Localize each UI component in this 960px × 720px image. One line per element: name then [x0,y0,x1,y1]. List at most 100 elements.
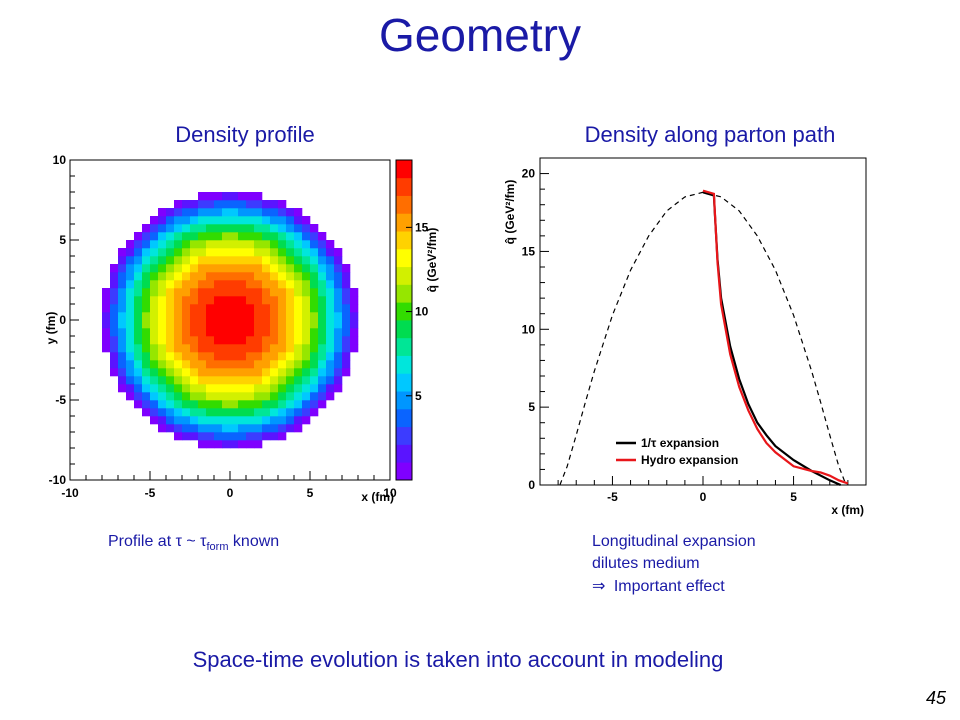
heatmap-cell [206,352,215,361]
heatmap-cell [278,400,287,409]
heatmap-cell [206,424,215,433]
heatmap-cell [286,328,295,337]
heatmap-cell [222,192,231,201]
heatmap-cell [230,272,239,281]
heatmap-cell [270,344,279,353]
heatmap-cell [286,272,295,281]
heatmap-cell [198,208,207,217]
heatmap-cell [110,368,119,377]
heatmap-cell [222,424,231,433]
heatmap-cell [310,224,319,233]
heatmap-cell [142,224,151,233]
heatmap-cell [198,200,207,209]
right-caption-line3-text: Important effect [609,578,725,595]
heatmap-cell [246,360,255,369]
heatmap-cell [126,368,135,377]
heatmap-y-tick-label: -5 [55,393,66,407]
heatmap-cell [174,280,183,289]
right-caption: Longitudinal expansion dilutes medium ⇒ … [592,531,756,598]
heatmap-cell [166,320,175,329]
heatmap-cell [166,400,175,409]
heatmap-cell [302,264,311,273]
heatmap-cell [174,232,183,241]
heatmap-cell [302,248,311,257]
page-number: 45 [925,688,946,708]
heatmap-cell [278,224,287,233]
heatmap-cell [294,248,303,257]
heatmap-cell [294,344,303,353]
heatmap-cell [206,360,215,369]
heatmap-cell [318,256,327,265]
heatmap-cell [246,224,255,233]
heatmap-cell [254,360,263,369]
heatmap-cell [134,392,143,401]
heatmap-cell [246,312,255,321]
heatmap-cell [262,352,271,361]
heatmap-cell [182,408,191,417]
colorbar-swatch [396,462,412,481]
heatmap-cell [326,368,335,377]
heatmap-cell [150,256,159,265]
heatmap-cell [174,288,183,297]
heatmap-cell [206,224,215,233]
heatmap-cell [238,272,247,281]
heatmap-cell [334,296,343,305]
heatmap-cell [126,376,135,385]
heatmap-cell [254,256,263,265]
density-line-chart: -5 0 5 0 5 10 15 20 1/τ expansion Hydro expansio… [503,157,867,517]
heatmap-cell [222,344,231,353]
heatmap-cell [318,344,327,353]
heatmap-cell [206,264,215,273]
heatmap-cell [278,264,287,273]
heatmap-cell [206,384,215,393]
heatmap-cell [222,312,231,321]
heatmap-cell [142,392,151,401]
heatmap-cell [342,328,351,337]
heatmap-cell [206,200,215,209]
heatmap-cell [310,376,319,385]
heatmap-cell [150,384,159,393]
heatmap-cell [182,224,191,233]
heatmap-cell [270,312,279,321]
heatmap-cell [222,416,231,425]
heatmap-cell [238,408,247,417]
heatmap-cell [214,400,223,409]
heatmap-cell [230,208,239,217]
heatmap-cell [238,256,247,265]
heatmap-cell [158,384,167,393]
heatmap-cell [118,376,127,385]
heatmap-cell [310,256,319,265]
heatmap-cell [222,232,231,241]
heatmap-cell [230,432,239,441]
heatmap-cell [270,264,279,273]
heatmap-cell [150,392,159,401]
heatmap-cell [206,256,215,265]
heatmap-x-tick-label: 0 [227,486,234,500]
heatmap-cell [142,344,151,353]
heatmap-cell [326,344,335,353]
heatmap-cell [294,264,303,273]
heatmap-cell [190,328,199,337]
colorbar-swatch [396,160,412,179]
heatmap-y-tick-label: 0 [59,313,66,327]
heatmap-cell [174,304,183,313]
heatmap-cell [214,256,223,265]
colorbar-tick-label: 15 [415,220,429,234]
heatmap-cell [182,376,191,385]
right-caption-line2: dilutes medium [592,555,700,572]
heatmap-cell [118,352,127,361]
heatmap-cell [142,376,151,385]
legend-label: 1/τ expansion [641,436,719,450]
heatmap-cell [286,280,295,289]
heatmap-cell [270,336,279,345]
heatmap-cell [190,216,199,225]
heatmap-cell [222,216,231,225]
heatmap-cell [238,288,247,297]
heatmap-cell [190,296,199,305]
heatmap-cell [238,344,247,353]
heatmap-cell [270,240,279,249]
heatmap-cell [230,400,239,409]
heatmap-cell [222,288,231,297]
heatmap-cell [270,216,279,225]
heatmap-cell [318,336,327,345]
